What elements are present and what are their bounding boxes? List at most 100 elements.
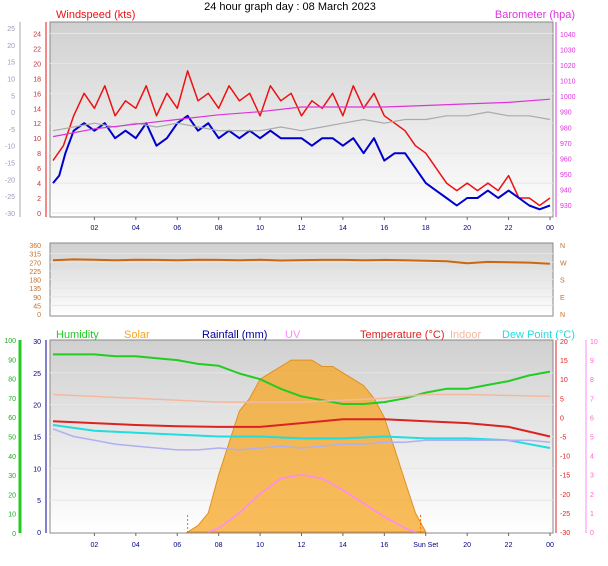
atmo-series-dew_grey bbox=[52, 428, 551, 451]
wind-x-tick-label: 06 bbox=[173, 225, 181, 232]
atmo-x-tick-label: 00 bbox=[546, 542, 554, 549]
wind-kts-tick-label: 0 bbox=[37, 211, 41, 218]
baro-tick-label: 1000 bbox=[560, 94, 576, 101]
temp-tick-label: -30 bbox=[560, 530, 570, 537]
winddir-deg-tick-label: 90 bbox=[33, 295, 41, 302]
chart-title: 24 hour graph day : 08 March 2023 bbox=[204, 1, 376, 13]
atmo-x-tick-label: 08 bbox=[215, 542, 223, 549]
wind-kts-tick-label: 14 bbox=[33, 106, 41, 113]
wind-kts-tick-label: 22 bbox=[33, 46, 41, 53]
uv-tick-label: 10 bbox=[590, 339, 598, 346]
humidity-tick-label: 90 bbox=[8, 357, 16, 364]
atmo-x-tick-label: 10 bbox=[256, 542, 264, 549]
wind-kts-tick-label: 8 bbox=[37, 151, 41, 158]
wind-kts-tick-label: 6 bbox=[37, 166, 41, 173]
atmo-series-temperature bbox=[52, 418, 551, 438]
winddir-series bbox=[52, 258, 551, 265]
wind-temp-tick-label: -15 bbox=[5, 161, 15, 168]
temp-tick-label: -10 bbox=[560, 454, 570, 461]
atmo-series-indoor bbox=[52, 393, 551, 403]
uv-tick-label: 2 bbox=[590, 492, 594, 499]
rain-tick-label: 20 bbox=[33, 403, 41, 410]
winddir-compass-tick-label: N bbox=[560, 312, 565, 319]
wind-temp-tick-label: 25 bbox=[7, 26, 15, 33]
atmo-x-tick-label: 20 bbox=[463, 542, 471, 549]
wind-temp-tick-label: -5 bbox=[9, 127, 15, 134]
winddir-compass-tick-label: N bbox=[560, 243, 565, 250]
baro-tick-label: 970 bbox=[560, 141, 572, 148]
wind-kts-tick-label: 20 bbox=[33, 61, 41, 68]
temp-tick-label: -15 bbox=[560, 473, 570, 480]
atmo-x-tick-label: 04 bbox=[132, 542, 140, 549]
baro-tick-label: 1010 bbox=[560, 79, 576, 86]
legend-solar: Solar bbox=[124, 329, 150, 341]
legend-rainfall: Rainfall (mm) bbox=[202, 329, 267, 341]
atmo-x-tick-label: 22 bbox=[505, 542, 513, 549]
winddir-deg-tick-label: 180 bbox=[29, 278, 41, 285]
wind-x-tick-label: 16 bbox=[380, 225, 388, 232]
winddir-compass-tick-label: E bbox=[560, 295, 565, 302]
rain-tick-label: 15 bbox=[33, 435, 41, 442]
humidity-tick-label: 50 bbox=[8, 435, 16, 442]
wind-temp-tick-label: 15 bbox=[7, 60, 15, 67]
temp-tick-label: -25 bbox=[560, 511, 570, 518]
uv-tick-label: 1 bbox=[590, 511, 594, 518]
winddir-deg-tick-label: 135 bbox=[29, 286, 41, 293]
baro-tick-label: 1020 bbox=[560, 63, 576, 70]
winddir-compass-tick-label: W bbox=[560, 260, 567, 267]
temp-tick-label: 0 bbox=[560, 415, 564, 422]
wind-temp-tick-label: -25 bbox=[5, 194, 15, 201]
wind-x-tick-label: 00 bbox=[546, 225, 554, 232]
baro-tick-label: 1040 bbox=[560, 32, 576, 39]
uv-tick-label: 9 bbox=[590, 358, 594, 365]
atmo-x-tick-label: 16 bbox=[380, 542, 388, 549]
atmo-x-tick-label: 12 bbox=[298, 542, 306, 549]
wind-series-baro bbox=[52, 98, 551, 138]
wind-series-grey_line bbox=[52, 111, 551, 132]
winddir-deg-tick-label: 0 bbox=[37, 312, 41, 319]
wind-temp-tick-label: 0 bbox=[11, 110, 15, 117]
wind-kts-tick-label: 16 bbox=[33, 91, 41, 98]
atmo-series-uv bbox=[208, 473, 416, 533]
baro-tick-label: 940 bbox=[560, 188, 572, 195]
uv-tick-label: 6 bbox=[590, 415, 594, 422]
humidity-tick-label: 30 bbox=[8, 473, 16, 480]
rain-tick-label: 25 bbox=[33, 371, 41, 378]
wind-x-tick-label: 14 bbox=[339, 225, 347, 232]
humidity-tick-label: 10 bbox=[8, 512, 16, 519]
wind-panel-frame bbox=[49, 21, 554, 218]
humidity-tick-label: 80 bbox=[8, 377, 16, 384]
wind-x-tick-label: 20 bbox=[463, 225, 471, 232]
legend-indoor: Indoor bbox=[450, 329, 482, 341]
winddir-deg-tick-label: 270 bbox=[29, 260, 41, 267]
winddir-deg-tick-label: 45 bbox=[33, 303, 41, 310]
uv-tick-label: 7 bbox=[590, 396, 594, 403]
uv-tick-label: 8 bbox=[590, 377, 594, 384]
legend-humidity: Humidity bbox=[56, 329, 99, 341]
rain-tick-label: 30 bbox=[33, 339, 41, 346]
wind-kts-tick-label: 2 bbox=[37, 196, 41, 203]
uv-tick-label: 0 bbox=[590, 530, 594, 537]
temp-tick-label: 20 bbox=[560, 339, 568, 346]
wind-kts-tick-label: 18 bbox=[33, 76, 41, 83]
rain-tick-label: 0 bbox=[37, 530, 41, 537]
baro-tick-label: 950 bbox=[560, 172, 572, 179]
wind-x-tick-label: 12 bbox=[298, 225, 306, 232]
atmo-x-tick-label: 06 bbox=[173, 542, 181, 549]
wind-temp-tick-label: -20 bbox=[5, 177, 15, 184]
wind-temp-tick-label: 5 bbox=[11, 93, 15, 100]
baro-tick-label: 960 bbox=[560, 156, 572, 163]
wind-x-tick-label: 08 bbox=[215, 225, 223, 232]
rain-tick-label: 5 bbox=[37, 498, 41, 505]
wind-x-tick-label: 02 bbox=[91, 225, 99, 232]
uv-tick-label: 5 bbox=[590, 435, 594, 442]
humidity-tick-label: 40 bbox=[8, 454, 16, 461]
atmo-series-dew_point bbox=[52, 424, 551, 449]
temp-tick-label: -5 bbox=[560, 435, 566, 442]
wind-x-tick-label: 10 bbox=[256, 225, 264, 232]
atmo-series-humidity bbox=[53, 353, 551, 405]
wind-series-gust_avg bbox=[52, 114, 551, 211]
wind-kts-tick-label: 12 bbox=[33, 121, 41, 128]
